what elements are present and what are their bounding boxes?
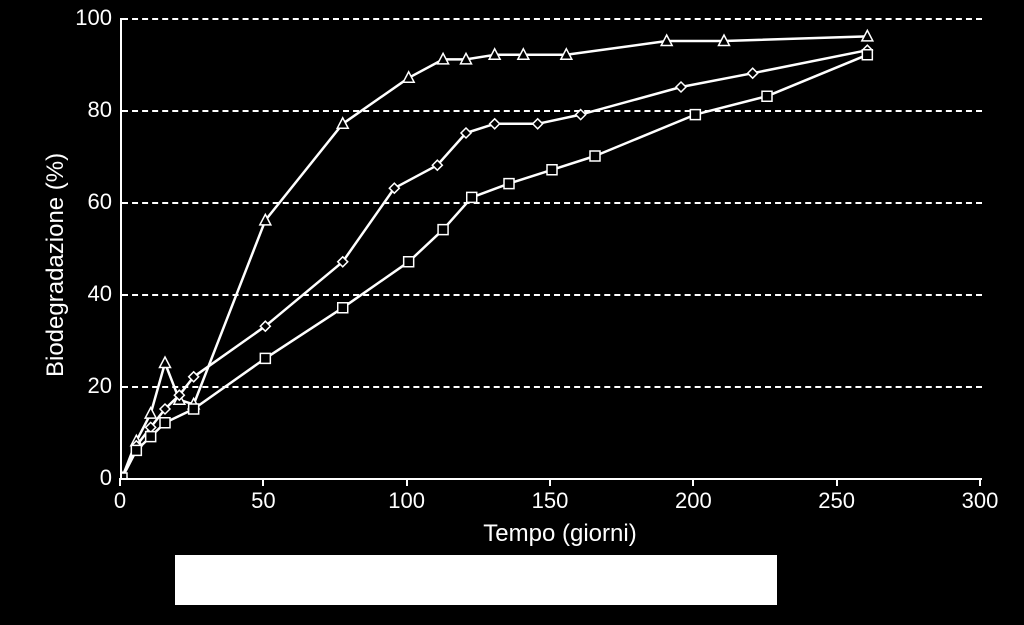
y-tick-label: 100 xyxy=(52,5,112,31)
y-tick-label: 0 xyxy=(52,465,112,491)
y-axis-label-text: Biodegradazione (%) xyxy=(42,153,69,377)
data-marker xyxy=(260,353,270,363)
data-marker xyxy=(122,473,127,478)
data-marker xyxy=(504,179,514,189)
x-tick-label: 0 xyxy=(114,488,126,514)
data-marker xyxy=(467,192,477,202)
plot-area xyxy=(120,18,982,480)
x-tick-label: 50 xyxy=(251,488,275,514)
x-tick-mark xyxy=(836,478,838,486)
x-tick-mark xyxy=(549,478,551,486)
y-axis-label: Biodegradazione (%) xyxy=(42,153,70,377)
data-marker xyxy=(338,303,348,313)
y-tick-label: 40 xyxy=(52,281,112,307)
data-marker xyxy=(337,118,348,129)
x-tick-label: 300 xyxy=(962,488,999,514)
series-svg xyxy=(122,18,982,478)
x-tick-label: 250 xyxy=(818,488,855,514)
data-marker xyxy=(862,50,872,60)
data-marker xyxy=(676,82,686,92)
data-marker xyxy=(533,119,543,129)
y-tick-label: 20 xyxy=(52,373,112,399)
x-tick-label: 150 xyxy=(532,488,569,514)
data-marker xyxy=(145,408,156,419)
data-marker xyxy=(131,445,141,455)
x-tick-mark xyxy=(119,478,121,486)
chart-container: Biodegradazione (%) Tempo (giorni) 0 20 40… xyxy=(0,0,1024,625)
x-tick-label: 200 xyxy=(675,488,712,514)
data-marker xyxy=(690,110,700,120)
x-axis-label-text: Tempo (giorni) xyxy=(483,520,636,547)
x-tick-label: 100 xyxy=(388,488,425,514)
data-marker xyxy=(160,357,171,368)
y-tick-label: 80 xyxy=(52,97,112,123)
data-marker xyxy=(146,432,156,442)
x-tick-mark xyxy=(979,478,981,486)
data-marker xyxy=(438,225,448,235)
x-tick-mark xyxy=(262,478,264,486)
series-line xyxy=(122,50,867,478)
data-marker xyxy=(189,404,199,414)
y-tick-label: 60 xyxy=(52,189,112,215)
x-tick-mark xyxy=(692,478,694,486)
data-marker xyxy=(404,257,414,267)
x-axis-label: Tempo (giorni) xyxy=(450,520,670,548)
data-marker xyxy=(547,165,557,175)
series-line xyxy=(122,36,867,478)
data-marker xyxy=(590,151,600,161)
legend-box xyxy=(175,555,777,605)
x-tick-mark xyxy=(406,478,408,486)
data-marker xyxy=(490,119,500,129)
data-marker xyxy=(762,91,772,101)
data-marker xyxy=(576,110,586,120)
data-marker xyxy=(748,68,758,78)
data-marker xyxy=(160,418,170,428)
